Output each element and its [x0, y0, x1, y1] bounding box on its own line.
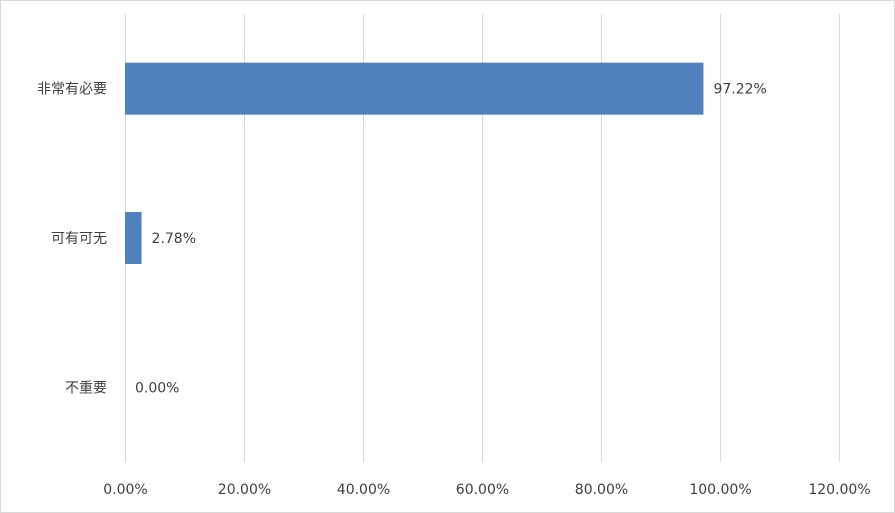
- x-tick-label: 60.00%: [456, 482, 509, 498]
- x-axis-tick-labels: 0.00% 20.00% 40.00% 60.00% 80.00% 100.00% 120.…: [103, 482, 870, 498]
- category-label: 非常有必要: [37, 82, 107, 98]
- data-label: 2.78%: [152, 231, 196, 247]
- bar: [125, 212, 142, 264]
- x-tick-label: 20.00%: [218, 482, 271, 498]
- x-tick-label: 0.00%: [103, 482, 147, 498]
- x-tick-label: 80.00%: [575, 482, 628, 498]
- x-tick-label: 120.00%: [808, 482, 870, 498]
- bar: [125, 62, 704, 115]
- data-labels: 97.22% 2.78% 0.00%: [135, 82, 767, 397]
- data-label: 97.22%: [713, 82, 766, 98]
- category-label: 可有可无: [51, 231, 107, 247]
- x-tick-label: 100.00%: [689, 482, 751, 498]
- data-label: 0.00%: [135, 380, 179, 396]
- bars: [125, 62, 704, 264]
- x-tick-label: 40.00%: [337, 482, 390, 498]
- category-label: 不重要: [65, 380, 107, 396]
